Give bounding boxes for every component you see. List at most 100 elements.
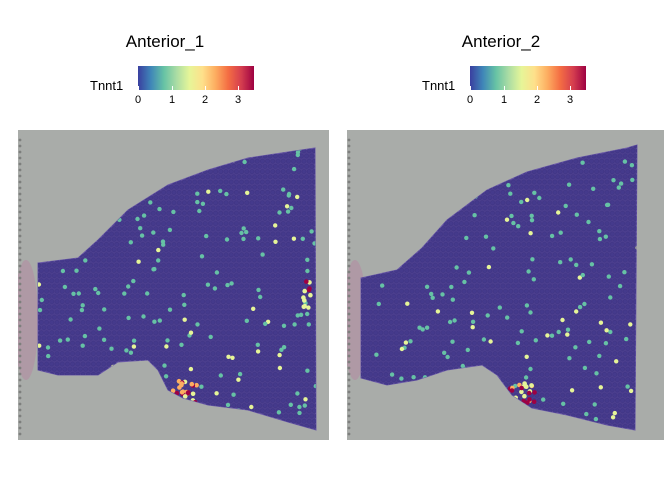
slide-dot — [18, 192, 22, 196]
expression-spot — [255, 349, 261, 354]
expression-spot — [603, 234, 608, 239]
expression-spot — [606, 274, 611, 279]
expression-spot — [624, 336, 629, 342]
slide-dot — [18, 354, 22, 358]
slide-dot — [347, 402, 351, 406]
expression-spot — [558, 260, 563, 265]
expression-spot — [281, 187, 286, 192]
expression-spot — [208, 334, 213, 340]
expression-spot — [472, 213, 477, 218]
expression-spot — [509, 388, 515, 393]
expression-spot — [574, 309, 579, 314]
expression-spot — [629, 163, 635, 168]
expression-spot — [529, 383, 534, 388]
slide-dot — [18, 432, 22, 436]
expression-spot — [537, 195, 542, 201]
slide-dot — [18, 324, 22, 328]
expression-spot — [305, 268, 310, 274]
slide-dot — [347, 198, 351, 202]
expression-spot — [485, 313, 490, 318]
expression-spot — [405, 301, 410, 306]
expression-spot — [148, 200, 153, 205]
expression-spot — [38, 307, 43, 313]
expression-spot — [505, 315, 510, 320]
expression-spot — [549, 333, 555, 338]
expression-spot — [491, 246, 496, 251]
expression-spot — [516, 224, 521, 229]
expression-spot — [519, 385, 524, 391]
colorbar — [470, 66, 586, 92]
expression-spot — [82, 333, 88, 339]
expression-spot — [131, 338, 137, 343]
slide-dot — [18, 372, 22, 376]
slide-dot — [18, 144, 22, 148]
slide-dot — [18, 426, 22, 430]
expression-spot — [454, 265, 459, 270]
slide-dot — [347, 360, 351, 364]
slide-dot — [18, 408, 22, 412]
expression-spot — [573, 345, 578, 350]
expression-spot — [445, 354, 450, 360]
expression-spot — [277, 352, 282, 358]
expression-spot — [74, 268, 79, 273]
panel-title: Anterior_1 — [125, 32, 205, 51]
expression-spot — [545, 333, 550, 338]
expression-spot — [440, 292, 445, 297]
expression-spot — [628, 322, 633, 327]
expression-spot — [597, 236, 603, 242]
expression-spot — [197, 208, 202, 214]
expression-spot — [304, 279, 309, 284]
expression-spot — [450, 339, 455, 344]
expression-spot — [529, 213, 534, 218]
expression-spot — [188, 366, 194, 372]
expression-spot — [497, 305, 502, 310]
expression-spot — [417, 325, 422, 330]
expression-spot — [612, 410, 617, 416]
expression-spot — [587, 339, 592, 345]
expression-spot — [592, 402, 597, 407]
expression-spot — [152, 319, 157, 324]
expression-spot — [204, 233, 209, 239]
expression-spot — [256, 287, 261, 293]
expression-spot — [532, 190, 537, 195]
expression-spot — [157, 206, 162, 212]
slide-dot — [347, 354, 351, 358]
expression-spot — [139, 233, 145, 238]
expression-spot — [308, 292, 313, 298]
expression-spot — [65, 337, 70, 342]
tissue-rim — [18, 260, 38, 380]
slide-dot — [347, 342, 351, 346]
expression-spot — [181, 292, 186, 298]
expression-spot — [126, 284, 131, 289]
expression-spot — [556, 210, 561, 215]
slide-dot — [347, 384, 351, 388]
expression-spot — [276, 410, 282, 415]
expression-spot — [214, 270, 220, 275]
expression-spot — [200, 201, 206, 206]
slide-dot — [347, 240, 351, 244]
expression-spot — [258, 294, 263, 300]
expression-spot — [160, 239, 166, 244]
expression-spot — [60, 268, 66, 274]
expression-spot — [399, 346, 405, 352]
expression-spot — [610, 415, 616, 420]
expression-spot — [83, 258, 88, 263]
expression-spot — [580, 272, 585, 278]
slide-dot — [347, 264, 351, 268]
expression-spot — [39, 297, 44, 303]
expression-spot — [237, 371, 243, 377]
expression-spot — [442, 350, 447, 355]
expression-spot — [46, 353, 51, 359]
expression-spot — [565, 332, 570, 337]
slide-dot — [18, 390, 22, 394]
expression-spot — [45, 345, 51, 350]
expression-spot — [195, 191, 200, 196]
expression-spot — [102, 307, 107, 312]
expression-spot — [582, 301, 587, 307]
expression-spot — [389, 372, 395, 377]
expression-spot — [179, 382, 184, 388]
expression-spot — [236, 377, 241, 382]
expression-spot — [616, 185, 621, 190]
slide-dot — [347, 168, 351, 172]
expression-spot — [165, 338, 170, 343]
